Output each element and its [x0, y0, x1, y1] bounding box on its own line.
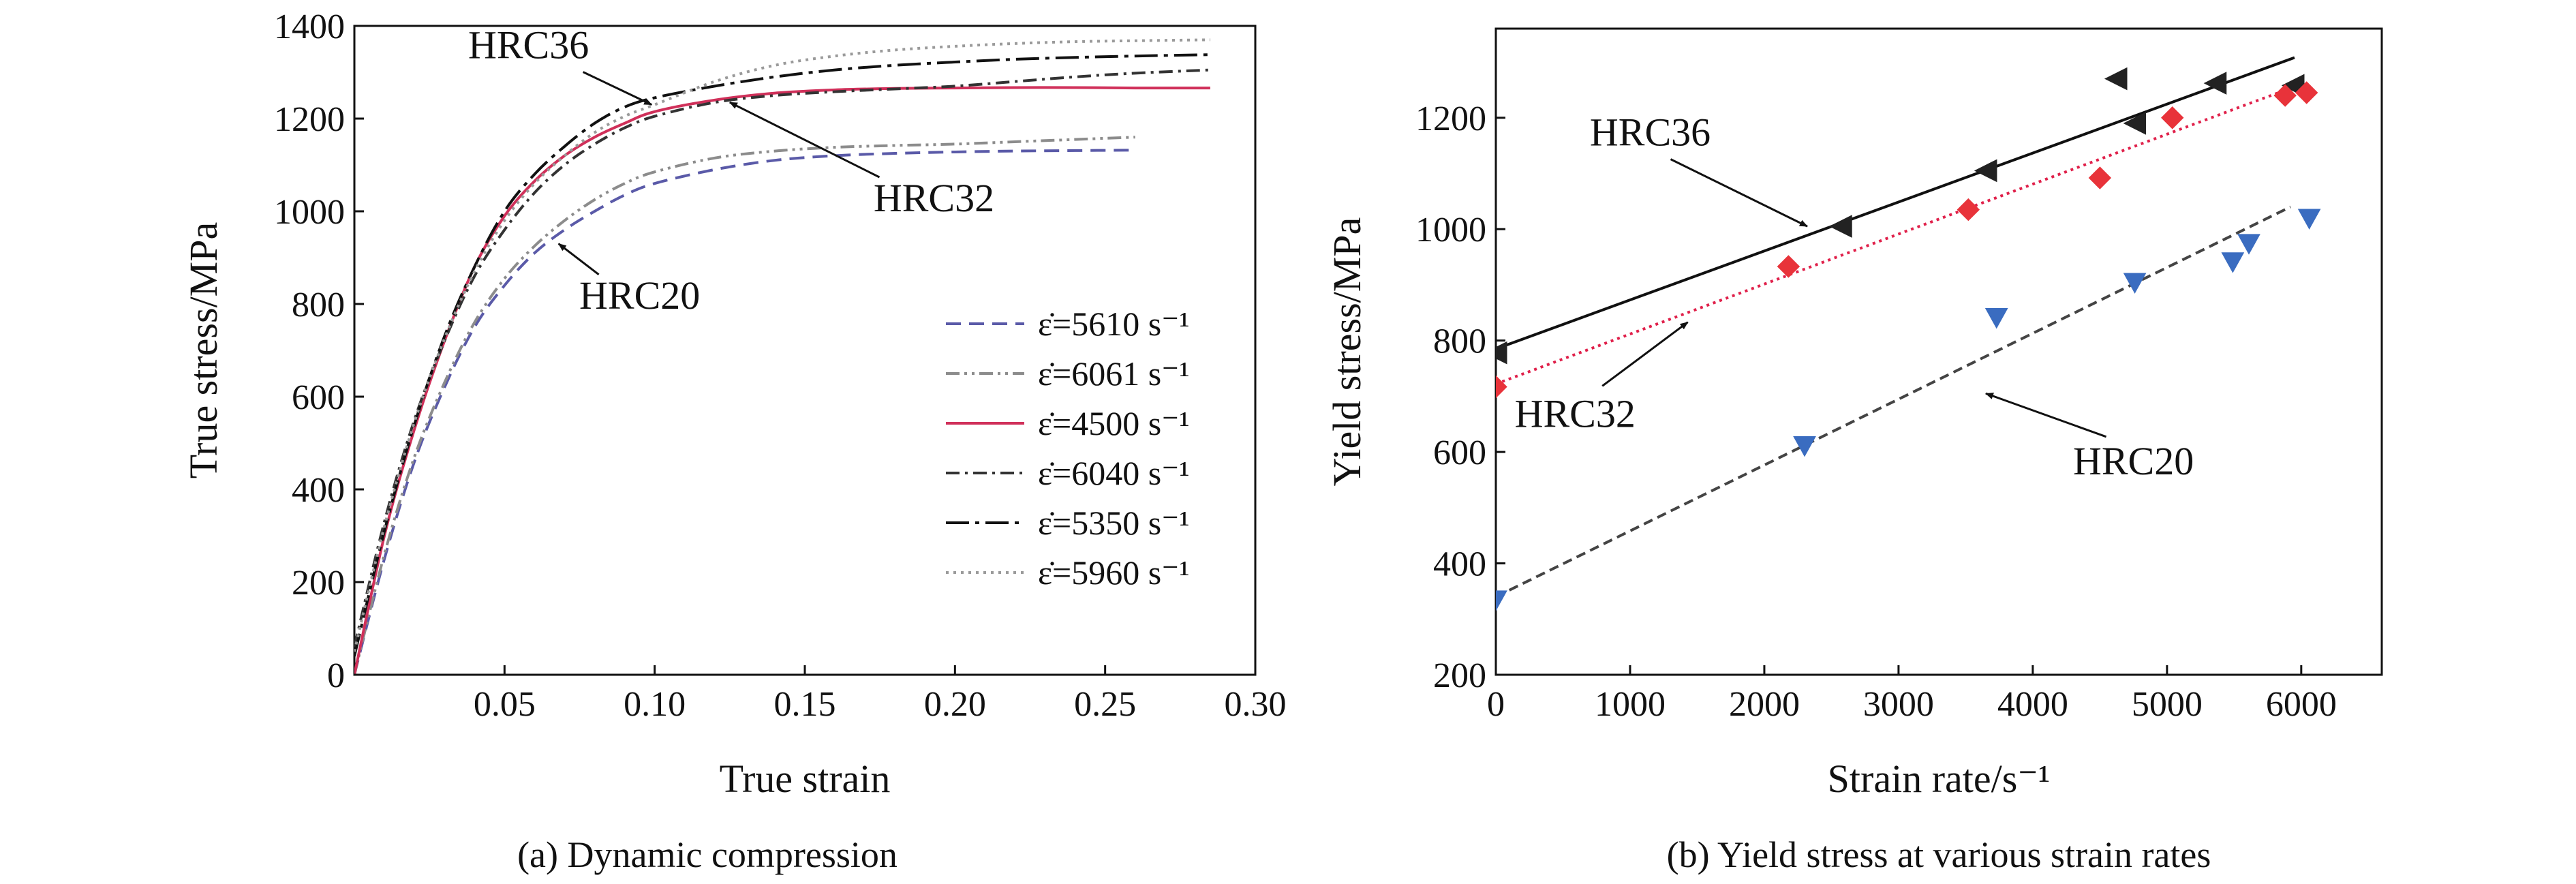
x-tick-label-a: 0.05	[474, 685, 536, 724]
x-axis-label-b: Strain rate/s⁻¹	[1828, 757, 2051, 801]
data-point-hrc36	[1829, 215, 1852, 238]
annotation-arrow-a	[557, 243, 600, 275]
x-tick-label-b: 0	[1487, 685, 1505, 724]
data-point-hrc20	[1984, 308, 2008, 329]
axes-a: 0.05 0.10 0.15 0.20 0.25 0.30 0 200 400 600 800 100…	[274, 7, 1287, 724]
data-point-hrc32	[2161, 106, 2184, 129]
x-tick-label-b: 6000	[2266, 685, 2337, 724]
x-tick-label-b: 5000	[2132, 685, 2203, 724]
data-point-hrc36	[1974, 159, 1997, 183]
x-tick-label-a: 0.10	[624, 685, 686, 724]
annotation-arrow-b	[1984, 392, 2107, 438]
annotation-arrow-b	[1670, 158, 1808, 228]
annotation-b-hrc36: HRC36	[1590, 110, 1711, 155]
series-line-a-6061	[354, 136, 1135, 675]
x-tick-label-b: 4000	[1997, 685, 2068, 724]
data-point-hrc20	[2237, 234, 2260, 255]
annotation-arrow-a	[582, 71, 653, 106]
y-tick-label-a: 800	[292, 286, 345, 324]
data-point-hrc20	[2297, 209, 2321, 230]
data-point-hrc32	[2295, 81, 2318, 104]
data-point-hrc32	[1957, 198, 1980, 222]
annotation-b-hrc20: HRC20	[2073, 439, 2194, 483]
legend-label-5610: ε̇=5610 s⁻¹	[1038, 305, 1190, 343]
fit-line-hrc36	[1496, 56, 2295, 350]
y-tick-label-b: 200	[1433, 656, 1486, 695]
x-tick-label-a: 0.30	[1225, 685, 1287, 724]
x-tick-label-a: 0.20	[924, 685, 986, 724]
y-tick-label-a: 1400	[274, 7, 345, 46]
series-lines-a	[354, 38, 1210, 675]
annotations-a: HRC36 HRC32 HRC20	[468, 23, 994, 318]
y-tick-label-a: 0	[327, 656, 345, 695]
data-point-hrc36	[2104, 67, 2128, 91]
series-line-a-4500	[354, 86, 1210, 675]
annotation-a-hrc20: HRC20	[579, 273, 700, 318]
y-tick-label-a: 200	[292, 564, 345, 603]
data-point-hrc32	[1777, 255, 1800, 278]
annotation-arrow-b	[1601, 321, 1689, 387]
legend-label-6040: ε̇=6040 s⁻¹	[1038, 454, 1190, 492]
y-axis-label-b: Yield stress/MPa	[1325, 217, 1369, 487]
y-tick-label-b: 1200	[1415, 100, 1486, 138]
axes-b: 0 1000 2000 3000 4000 5000 6000 200 400 600 800 100…	[1415, 100, 2337, 724]
data-point-hrc20	[1496, 590, 1507, 611]
x-axis-label-a: True strain	[720, 757, 891, 801]
data-point-hrc32	[1496, 375, 1507, 399]
y-tick-label-b: 1000	[1415, 211, 1486, 249]
y-tick-label-a: 1200	[274, 100, 345, 139]
x-tick-label-b: 1000	[1595, 685, 1666, 724]
y-tick-label-b: 800	[1433, 322, 1486, 361]
data-point-hrc32	[2273, 84, 2297, 107]
data-point-hrc36	[1496, 341, 1507, 365]
y-tick-label-a: 400	[292, 471, 345, 510]
data-point-hrc20	[2123, 273, 2147, 294]
panel-a-dynamic-compression: 0.05 0.10 0.15 0.20 0.25 0.30 0 200 400 600 800 100…	[181, 7, 1287, 875]
y-axis-label-a: True stress/MPa	[181, 222, 226, 479]
data-point-hrc20	[1793, 436, 1816, 457]
annotations-b: HRC36 HRC32 HRC20	[1515, 110, 2194, 483]
plot-area-b	[1496, 56, 2321, 611]
annotation-b-hrc32: HRC32	[1515, 391, 1636, 436]
annotation-arrow-a	[729, 101, 880, 179]
data-point-hrc36	[2203, 72, 2227, 95]
caption-a: (a) Dynamic compression	[517, 834, 898, 875]
series-line-a-5960	[354, 38, 1210, 652]
legend-a: ε̇=5610 s⁻¹ ε̇=6061 s⁻¹ ε̇=4500 s⁻¹ ε̇=6040…	[946, 305, 1190, 592]
fit-line-hrc20	[1496, 205, 2291, 598]
y-tick-label-a: 600	[292, 378, 345, 417]
x-tick-label-b: 3000	[1863, 685, 1934, 724]
x-tick-label-b: 2000	[1729, 685, 1800, 724]
legend-label-6061: ε̇=6061 s⁻¹	[1038, 354, 1190, 393]
caption-b: (b) Yield stress at various strain rates	[1667, 834, 2211, 875]
fit-line-hrc32	[1496, 82, 2305, 386]
series-line-a-5610	[354, 149, 1135, 675]
legend-label-5960: ε̇=5960 s⁻¹	[1038, 553, 1190, 592]
data-point-hrc32	[2088, 166, 2112, 189]
panel-b-yield-stress: 0 1000 2000 3000 4000 5000 6000 200 400 600 800 100…	[1325, 27, 2383, 875]
y-tick-label-a: 1000	[274, 193, 345, 232]
legend-label-5350: ε̇=5350 s⁻¹	[1038, 504, 1190, 542]
data-point-hrc36	[2123, 112, 2147, 135]
data-point-hrc20	[2221, 252, 2245, 273]
y-tick-label-b: 400	[1433, 545, 1486, 584]
annotation-a-hrc32: HRC32	[874, 176, 994, 220]
x-tick-label-a: 0.25	[1074, 685, 1136, 724]
legend-label-4500: ε̇=4500 s⁻¹	[1038, 404, 1190, 442]
annotation-a-hrc36: HRC36	[468, 23, 589, 67]
x-tick-label-a: 0.15	[774, 685, 836, 724]
y-tick-label-b: 600	[1433, 433, 1486, 472]
